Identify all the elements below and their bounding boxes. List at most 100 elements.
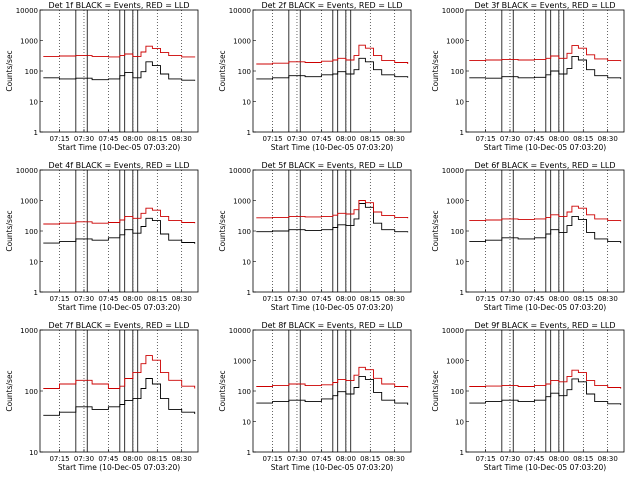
y-tick-label: 1 bbox=[460, 129, 464, 137]
y-tick-label: 10 bbox=[29, 99, 38, 107]
x-tick-label: 07:15 bbox=[49, 455, 69, 463]
y-axis-label: Counts/sec bbox=[5, 50, 14, 91]
x-tick-label: 08:30 bbox=[172, 135, 192, 143]
x-tick-label: 07:45 bbox=[311, 295, 331, 303]
y-axis-label: Counts/sec bbox=[218, 210, 227, 251]
chart-title: Det 8f BLACK = Events, RED = LLD bbox=[261, 321, 402, 330]
y-tick-label: 1 bbox=[460, 449, 464, 457]
x-tick-label: 07:30 bbox=[74, 295, 94, 303]
x-tick-label: 07:15 bbox=[475, 135, 495, 143]
y-tick-label: 10 bbox=[242, 419, 251, 427]
y-tick-label: 10000 bbox=[442, 167, 464, 175]
events-series-line bbox=[256, 203, 409, 233]
x-tick-label: 07:30 bbox=[500, 455, 520, 463]
plot-frame bbox=[39, 9, 199, 133]
x-axis-label: Start Time (10-Dec-05 07:03:20) bbox=[484, 303, 606, 312]
lld-series-line bbox=[43, 355, 196, 389]
y-tick-label: 10000 bbox=[442, 7, 464, 15]
detector-panel: Det 2f BLACK = Events, RED = LLD 1 10 100 10… bbox=[218, 1, 412, 152]
y-axis-label: Counts/sec bbox=[5, 370, 14, 411]
y-axis-label: Counts/sec bbox=[431, 50, 440, 91]
y-tick-label: 10 bbox=[29, 449, 38, 457]
x-tick-label: 08:30 bbox=[172, 455, 192, 463]
chart-title: Det 9f BLACK = Events, RED = LLD bbox=[474, 321, 615, 330]
x-tick-label: 07:15 bbox=[262, 135, 282, 143]
x-tick-label: 08:00 bbox=[336, 135, 356, 143]
chart-title: Det 6f BLACK = Events, RED = LLD bbox=[474, 161, 615, 170]
x-tick-label: 07:45 bbox=[98, 455, 118, 463]
events-series-line bbox=[469, 55, 622, 79]
x-tick-label: 08:30 bbox=[598, 135, 618, 143]
plot-frame bbox=[39, 169, 199, 293]
events-series-line bbox=[256, 375, 409, 405]
y-tick-label: 100 bbox=[238, 228, 251, 236]
x-tick-label: 07:45 bbox=[311, 455, 331, 463]
lld-series-line bbox=[256, 44, 409, 65]
x-tick-label: 07:45 bbox=[98, 295, 118, 303]
x-tick-label: 08:30 bbox=[598, 455, 618, 463]
x-tick-label: 08:15 bbox=[147, 295, 167, 303]
x-tick-label: 08:15 bbox=[360, 135, 380, 143]
x-tick-label: 08:30 bbox=[385, 295, 405, 303]
y-tick-label: 100 bbox=[451, 228, 464, 236]
x-tick-label: 07:15 bbox=[49, 295, 69, 303]
x-tick-label: 08:15 bbox=[573, 135, 593, 143]
y-tick-label: 1000 bbox=[20, 198, 38, 206]
chart-title: Det 3f BLACK = Events, RED = LLD bbox=[474, 1, 615, 10]
x-tick-label: 07:15 bbox=[262, 295, 282, 303]
x-tick-label: 08:15 bbox=[360, 295, 380, 303]
y-tick-label: 10 bbox=[455, 259, 464, 267]
y-tick-label: 10 bbox=[29, 259, 38, 267]
x-tick-label: 07:15 bbox=[262, 455, 282, 463]
y-tick-label: 100 bbox=[25, 388, 38, 396]
plot-frame bbox=[465, 329, 625, 453]
lld-series-line bbox=[469, 45, 622, 62]
y-tick-label: 10000 bbox=[16, 167, 38, 175]
x-axis-label: Start Time (10-Dec-05 07:03:20) bbox=[58, 303, 180, 312]
plot-frame bbox=[252, 9, 412, 133]
x-tick-label: 07:45 bbox=[98, 135, 118, 143]
x-tick-label: 07:45 bbox=[311, 135, 331, 143]
lld-series-line bbox=[469, 369, 622, 389]
y-tick-label: 1 bbox=[34, 129, 38, 137]
x-tick-label: 07:45 bbox=[524, 135, 544, 143]
x-tick-label: 07:30 bbox=[74, 135, 94, 143]
lld-series-line bbox=[256, 366, 409, 388]
chart-title: Det 7f BLACK = Events, RED = LLD bbox=[48, 321, 189, 330]
detector-panel: Det 9f BLACK = Events, RED = LLD 1 10 100 10… bbox=[431, 321, 625, 472]
x-tick-label: 08:30 bbox=[385, 135, 405, 143]
x-tick-label: 07:30 bbox=[287, 295, 307, 303]
events-series-line bbox=[469, 215, 622, 244]
lld-series-line bbox=[469, 205, 622, 222]
events-series-line bbox=[256, 57, 409, 80]
x-tick-label: 08:00 bbox=[549, 135, 569, 143]
detector-panel: Det 7f BLACK = Events, RED = LLD 10 100 100… bbox=[5, 321, 199, 472]
x-tick-label: 08:00 bbox=[123, 135, 143, 143]
y-tick-label: 10000 bbox=[442, 327, 464, 335]
x-tick-label: 08:30 bbox=[172, 295, 192, 303]
lld-series-line bbox=[256, 200, 409, 219]
y-tick-label: 1000 bbox=[446, 198, 464, 206]
chart-title: Det 5f BLACK = Events, RED = LLD bbox=[261, 161, 402, 170]
y-tick-label: 1000 bbox=[20, 38, 38, 46]
plot-frame bbox=[465, 169, 625, 293]
y-tick-label: 10 bbox=[242, 259, 251, 267]
x-axis-label: Start Time (10-Dec-05 07:03:20) bbox=[58, 143, 180, 152]
y-axis-label: Counts/sec bbox=[218, 50, 227, 91]
x-tick-label: 08:15 bbox=[573, 295, 593, 303]
y-axis-label: Counts/sec bbox=[431, 210, 440, 251]
x-axis-label: Start Time (10-Dec-05 07:03:20) bbox=[271, 143, 393, 152]
y-tick-label: 10 bbox=[455, 419, 464, 427]
events-series-line bbox=[43, 61, 196, 81]
chart-title: Det 1f BLACK = Events, RED = LLD bbox=[48, 1, 189, 10]
x-tick-label: 07:15 bbox=[475, 455, 495, 463]
x-tick-label: 07:15 bbox=[475, 295, 495, 303]
y-tick-label: 1000 bbox=[446, 38, 464, 46]
x-axis-label: Start Time (10-Dec-05 07:03:20) bbox=[271, 463, 393, 472]
y-tick-label: 1 bbox=[247, 289, 251, 297]
y-tick-label: 10 bbox=[455, 99, 464, 107]
x-tick-label: 08:00 bbox=[336, 455, 356, 463]
y-tick-label: 1 bbox=[34, 289, 38, 297]
x-tick-label: 07:30 bbox=[500, 135, 520, 143]
